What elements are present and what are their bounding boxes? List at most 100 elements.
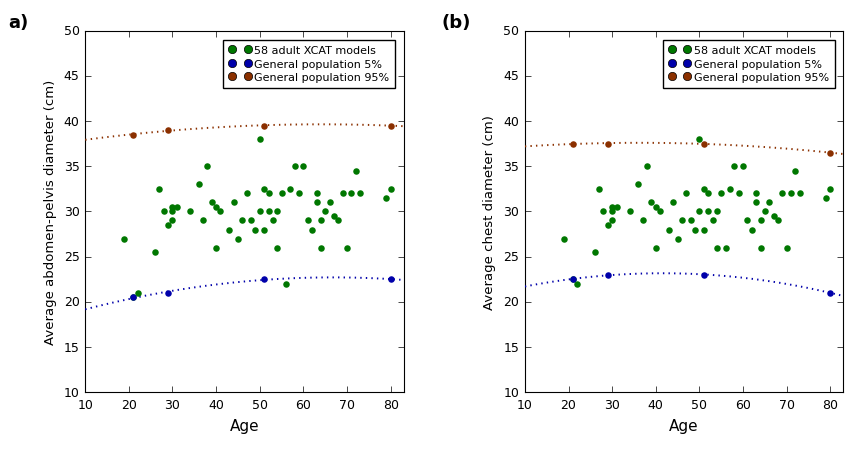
Point [249,226,262,234]
Point [240,190,254,198]
Point [688,226,702,234]
Point [771,217,785,225]
Point [270,208,284,216]
Point [192,181,205,189]
Point [118,235,131,243]
Point [165,217,179,225]
Point [649,244,663,252]
Point [785,190,798,198]
Point [262,190,275,198]
Point [305,226,319,234]
Point [653,208,667,216]
Point [588,249,602,256]
Point [384,186,398,193]
Point [710,208,723,216]
Point [675,217,688,225]
Point [349,168,363,175]
Y-axis label: Average chest diameter (cm): Average chest diameter (cm) [483,115,497,309]
Point [820,195,833,202]
Point [754,244,768,252]
Point [684,217,698,225]
Point [214,208,227,216]
Point [231,235,245,243]
Point [750,199,763,207]
Point [257,226,271,234]
Legend: 58 adult XCAT models, General population 5%, General population 95%: 58 adult XCAT models, General population… [223,41,395,88]
Point [183,208,197,216]
Point [645,199,659,207]
Point [740,217,754,225]
Point [284,186,297,193]
Point [557,235,571,243]
Point [161,290,175,297]
Point [824,186,838,193]
Point [126,294,140,301]
Point [715,190,728,198]
Point [309,199,323,207]
Text: (b): (b) [441,14,470,32]
Point [671,235,684,243]
Point [631,181,645,189]
Point [245,217,258,225]
Point [170,204,184,211]
Point [161,222,175,229]
Legend: 58 adult XCAT models, General population 5%, General population 95%: 58 adult XCAT models, General population… [663,41,835,88]
Point [767,213,780,220]
Point [732,190,746,198]
Point [662,226,676,234]
Point [270,244,284,252]
Point [710,244,723,252]
Point [623,208,636,216]
Point [384,276,398,283]
Point [701,190,715,198]
Text: a): a) [9,14,29,32]
Point [200,163,214,170]
Point [235,217,249,225]
Point [754,217,768,225]
Point [279,281,293,288]
Point [379,195,393,202]
Point [314,217,328,225]
Point [314,244,328,252]
Point [148,249,162,256]
Point [126,294,140,301]
Point [606,208,619,216]
Point [571,281,584,288]
Point [288,163,302,170]
Point [697,272,711,279]
Point [592,186,606,193]
Point [789,168,803,175]
Point [384,123,398,130]
Point [222,226,236,234]
Point [680,190,694,198]
Point [758,208,772,216]
Point [736,163,750,170]
X-axis label: Age: Age [670,418,699,433]
Point [601,272,614,279]
Point [824,290,838,297]
Point [763,199,776,207]
Point [697,141,711,148]
Point [161,127,175,134]
Point [262,208,275,216]
Point [566,276,579,283]
Point [606,217,619,225]
X-axis label: Age: Age [230,418,259,433]
Point [327,213,341,220]
Point [640,163,653,170]
Point [340,244,354,252]
Point [336,190,349,198]
Point [705,217,719,225]
Point [719,244,733,252]
Point [601,222,614,229]
Point [566,276,579,283]
Point [697,186,711,193]
Point [596,208,610,216]
Point [257,123,271,130]
Point [824,150,838,157]
Point [130,290,144,297]
Point [775,190,789,198]
Point [666,199,680,207]
Point [745,226,758,234]
Point [210,244,223,252]
